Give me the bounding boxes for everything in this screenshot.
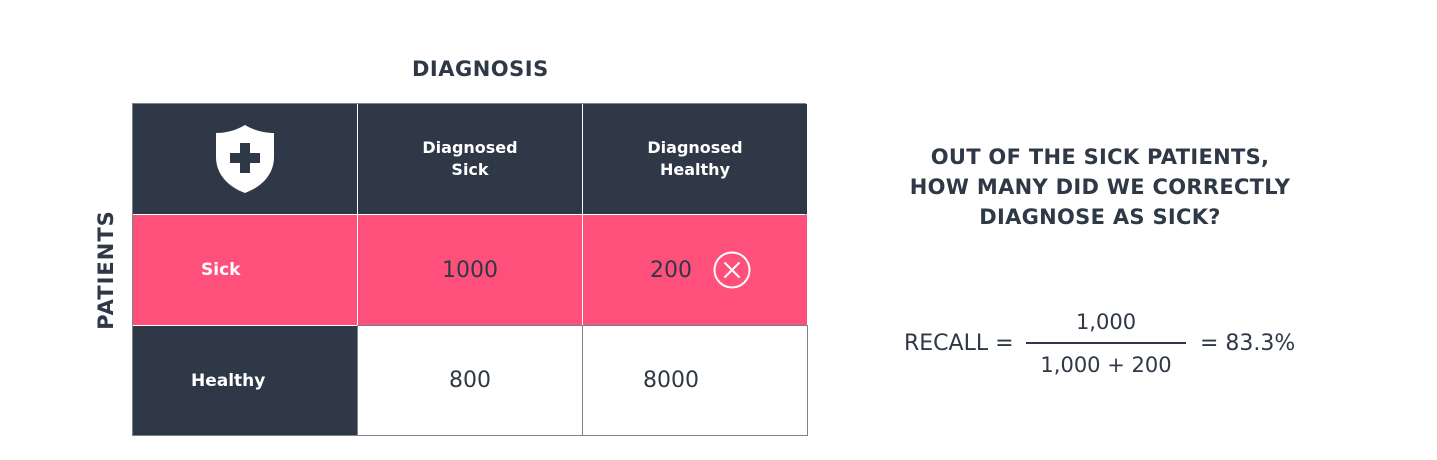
cell-sick-diagnosed-healthy: 200 — [583, 215, 807, 325]
question-text: OUT OF THE SICK PATIENTS, HOW MANY DID W… — [880, 142, 1320, 232]
false-negative-value: 200 — [650, 257, 692, 283]
recall-formula: RECALL = 1,000 1,000 + 200 = 83.3% — [904, 305, 1324, 385]
cell-healthy-diagnosed-healthy: 8000 — [582, 325, 808, 436]
question-line: OUT OF THE SICK PATIENTS, — [930, 145, 1270, 169]
row-label-sick-text: Sick — [201, 260, 241, 280]
circle-x-icon — [713, 251, 751, 289]
column-axis-title: DIAGNOSIS — [412, 57, 549, 81]
header-diagnosed-sick-label: Diagnosed Sick — [422, 138, 518, 179]
cell-healthy-diagnosed-sick: 800 — [357, 325, 583, 436]
formula-denominator: 1,000 + 200 — [1040, 353, 1172, 377]
row-axis-title: PATIENTS — [94, 210, 118, 330]
false-positive-value: 800 — [449, 368, 491, 393]
row-label-healthy: Healthy — [133, 326, 357, 435]
formula-numerator: 1,000 — [1075, 310, 1137, 334]
corner-cell — [133, 104, 357, 214]
fraction-bar — [1026, 342, 1186, 344]
true-negative-value: 8000 — [643, 368, 699, 393]
formula-fraction: 1,000 1,000 + 200 — [1026, 305, 1186, 382]
question-line: DIAGNOSE AS SICK? — [979, 205, 1221, 229]
formula-label: RECALL = — [904, 331, 1014, 356]
confusion-matrix: Diagnosed Sick Diagnosed Healthy Sick 10… — [132, 103, 808, 436]
header-diagnosed-healthy: Diagnosed Healthy — [583, 104, 807, 214]
true-positive-value: 1000 — [442, 257, 498, 283]
row-label-sick: Sick — [133, 215, 357, 325]
cell-sick-diagnosed-sick: 1000 — [358, 215, 582, 325]
question-line: HOW MANY DID WE CORRECTLY — [909, 175, 1291, 199]
shield-plus-icon — [216, 125, 274, 193]
header-diagnosed-sick: Diagnosed Sick — [358, 104, 582, 214]
header-diagnosed-healthy-label: Diagnosed Healthy — [647, 138, 743, 179]
formula-result: = 83.3% — [1200, 331, 1296, 356]
row-label-healthy-text: Healthy — [191, 370, 266, 391]
